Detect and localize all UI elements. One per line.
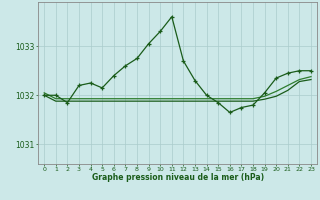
X-axis label: Graphe pression niveau de la mer (hPa): Graphe pression niveau de la mer (hPa) bbox=[92, 173, 264, 182]
